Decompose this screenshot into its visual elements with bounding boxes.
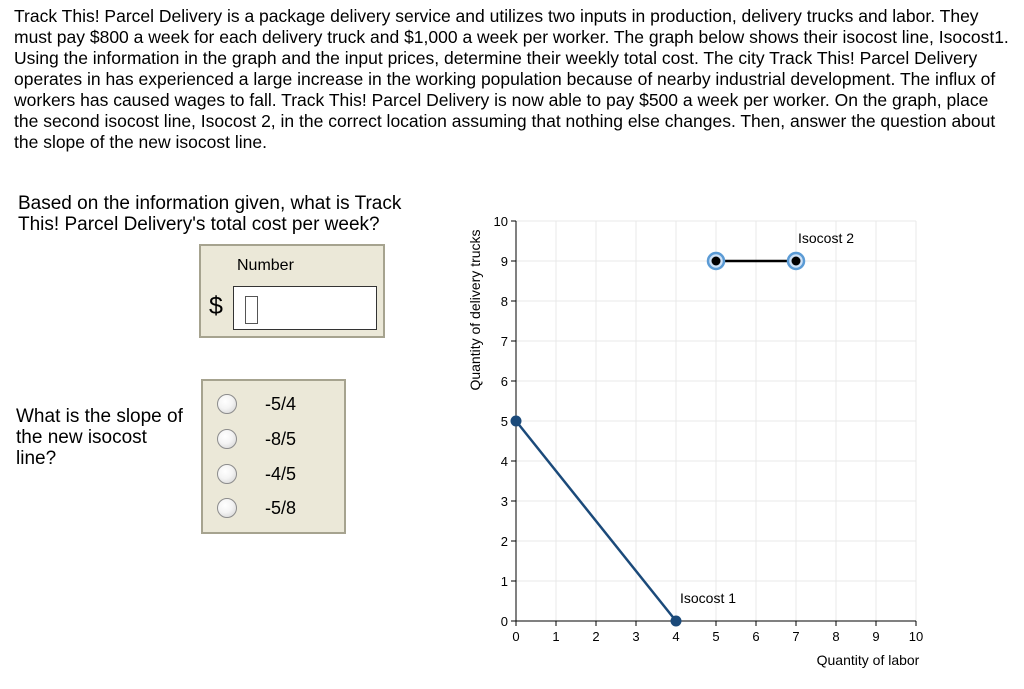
number-answer-panel: Number $	[199, 244, 385, 338]
x-tick-label: 6	[752, 629, 759, 644]
isocost1-point	[670, 615, 682, 627]
x-tick-label: 5	[712, 629, 719, 644]
isocost-label-2: Isocost 2	[798, 230, 854, 246]
x-tick-label: 8	[832, 629, 839, 644]
radio-button[interactable]	[217, 498, 237, 518]
isocost1-point	[510, 415, 522, 427]
x-axis-label: Quantity of labor	[817, 652, 920, 668]
slope-option-2[interactable]: -8/5	[217, 427, 337, 455]
y-tick-label: 6	[501, 374, 508, 389]
y-tick-label: 9	[501, 254, 508, 269]
input-cursor-box	[245, 296, 258, 324]
radio-button[interactable]	[217, 464, 237, 484]
slope-question: What is the slope of the new isocost lin…	[16, 406, 183, 469]
isocost-label-1: Isocost 1	[680, 590, 736, 606]
option-label: -5/8	[265, 498, 297, 518]
x-tick-label: 7	[792, 629, 799, 644]
y-tick-label: 0	[501, 614, 508, 629]
y-tick-label: 5	[501, 414, 508, 429]
option-label: -8/5	[265, 429, 297, 449]
radio-button[interactable]	[217, 394, 237, 414]
slope-option-3[interactable]: -4/5	[217, 462, 337, 490]
y-tick-label: 4	[501, 454, 508, 469]
y-tick-label: 10	[494, 214, 508, 229]
radio-button[interactable]	[217, 429, 237, 449]
y-tick-label: 1	[501, 574, 508, 589]
x-tick-label: 3	[632, 629, 639, 644]
y-tick-label: 3	[501, 494, 508, 509]
isocost-graph[interactable]: 0 1 2 3 4 5 6 7 8 9 10 0 1 2 3 4 5 6 7 8 9 10 Quantity of labo…	[440, 200, 940, 680]
x-tick-label: 10	[909, 629, 923, 644]
problem-text: Track This! Parcel Delivery is a package…	[14, 6, 1009, 152]
x-tick-label: 2	[592, 629, 599, 644]
slope-options-panel: -5/4 -8/5 -4/5 -5/8	[201, 379, 346, 534]
slope-option-4[interactable]: -5/8	[217, 496, 337, 524]
x-tick-label: 0	[512, 629, 519, 644]
y-tick-label: 8	[501, 294, 508, 309]
y-axis-label: Quantity of delivery trucks	[467, 229, 483, 390]
x-tick-label: 4	[672, 629, 679, 644]
isocost2-point[interactable]	[711, 256, 721, 266]
isocost2-point[interactable]	[791, 256, 801, 266]
option-label: -5/4	[265, 394, 297, 414]
slope-option-1[interactable]: -5/4	[217, 392, 337, 420]
total-cost-question: Based on the information given, what is …	[18, 193, 402, 235]
x-tick-label: 9	[872, 629, 879, 644]
number-label: Number	[237, 257, 294, 274]
isocost-line-1	[515, 420, 677, 622]
x-tick-label: 1	[552, 629, 559, 644]
y-tick-label: 7	[501, 334, 508, 349]
dollar-sign: $	[209, 292, 223, 320]
option-label: -4/5	[265, 464, 297, 484]
y-tick-label: 2	[501, 534, 508, 549]
